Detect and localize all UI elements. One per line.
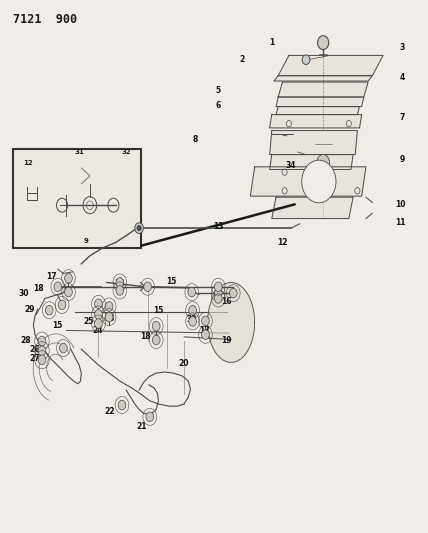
Text: 15: 15 bbox=[166, 277, 176, 286]
Text: 8: 8 bbox=[192, 135, 197, 144]
Text: 33: 33 bbox=[187, 316, 197, 324]
Bar bbox=[13, 149, 141, 248]
Polygon shape bbox=[270, 115, 362, 128]
Polygon shape bbox=[270, 155, 353, 169]
Polygon shape bbox=[278, 55, 383, 76]
Text: 4: 4 bbox=[400, 73, 405, 82]
Polygon shape bbox=[270, 131, 357, 155]
Circle shape bbox=[146, 412, 154, 422]
Circle shape bbox=[54, 282, 62, 292]
Circle shape bbox=[38, 336, 46, 346]
Circle shape bbox=[116, 286, 124, 295]
Text: 19: 19 bbox=[222, 336, 232, 344]
Text: 20: 20 bbox=[179, 359, 189, 368]
Circle shape bbox=[229, 288, 237, 298]
Circle shape bbox=[65, 287, 72, 297]
Text: 14: 14 bbox=[114, 279, 124, 287]
Polygon shape bbox=[274, 76, 372, 81]
Circle shape bbox=[318, 36, 329, 50]
Polygon shape bbox=[208, 282, 255, 362]
Circle shape bbox=[188, 287, 196, 297]
Text: 5: 5 bbox=[216, 86, 221, 95]
Circle shape bbox=[302, 55, 310, 64]
Text: 18: 18 bbox=[33, 285, 44, 293]
Circle shape bbox=[189, 305, 196, 315]
Circle shape bbox=[302, 160, 336, 203]
Text: 30: 30 bbox=[18, 289, 29, 297]
Circle shape bbox=[152, 321, 160, 331]
Text: 15: 15 bbox=[153, 306, 163, 314]
Text: 15: 15 bbox=[52, 321, 62, 329]
Text: 26: 26 bbox=[29, 345, 39, 353]
Circle shape bbox=[317, 155, 330, 171]
Text: 12: 12 bbox=[23, 159, 33, 166]
Circle shape bbox=[144, 282, 152, 292]
Circle shape bbox=[95, 299, 102, 309]
Circle shape bbox=[45, 305, 53, 315]
Polygon shape bbox=[272, 197, 353, 219]
Circle shape bbox=[38, 355, 46, 365]
Circle shape bbox=[38, 346, 46, 356]
Text: 11: 11 bbox=[395, 219, 405, 227]
Text: 18: 18 bbox=[140, 333, 151, 341]
Text: 12: 12 bbox=[277, 238, 288, 247]
Text: 27: 27 bbox=[29, 354, 39, 362]
Circle shape bbox=[95, 319, 102, 328]
Circle shape bbox=[135, 223, 143, 233]
Circle shape bbox=[116, 278, 124, 287]
Text: 28: 28 bbox=[21, 336, 31, 344]
Text: 13: 13 bbox=[213, 222, 223, 231]
Circle shape bbox=[214, 288, 222, 298]
Circle shape bbox=[65, 273, 72, 283]
Text: 7: 7 bbox=[400, 113, 405, 122]
Circle shape bbox=[58, 300, 66, 310]
Text: 21: 21 bbox=[136, 422, 146, 431]
Text: 31: 31 bbox=[74, 149, 84, 155]
Text: 9: 9 bbox=[400, 156, 405, 164]
Polygon shape bbox=[250, 167, 366, 196]
Circle shape bbox=[202, 330, 209, 340]
Text: 2: 2 bbox=[239, 55, 244, 64]
Circle shape bbox=[189, 317, 196, 326]
Circle shape bbox=[105, 312, 113, 322]
Text: 9: 9 bbox=[83, 238, 88, 244]
Text: 3: 3 bbox=[400, 44, 405, 52]
Text: 32: 32 bbox=[122, 149, 131, 155]
Text: 1: 1 bbox=[269, 38, 274, 47]
Polygon shape bbox=[276, 97, 364, 107]
Circle shape bbox=[214, 282, 222, 292]
Circle shape bbox=[214, 294, 222, 303]
Text: 29: 29 bbox=[25, 305, 35, 313]
Circle shape bbox=[152, 335, 160, 345]
Text: 6: 6 bbox=[216, 101, 221, 109]
Circle shape bbox=[95, 310, 102, 319]
Text: 24: 24 bbox=[92, 326, 103, 335]
Text: 10: 10 bbox=[395, 200, 405, 208]
Text: 23: 23 bbox=[104, 314, 114, 323]
Circle shape bbox=[118, 400, 126, 410]
Polygon shape bbox=[276, 107, 360, 115]
Text: 34: 34 bbox=[286, 161, 296, 169]
Text: 22: 22 bbox=[104, 407, 114, 416]
Circle shape bbox=[202, 316, 209, 326]
Text: 17: 17 bbox=[199, 326, 210, 335]
Text: 25: 25 bbox=[84, 317, 94, 326]
Text: 16: 16 bbox=[222, 297, 232, 305]
Text: 7121  900: 7121 900 bbox=[13, 13, 77, 26]
Text: 17: 17 bbox=[46, 272, 56, 280]
Circle shape bbox=[105, 302, 113, 311]
Circle shape bbox=[59, 343, 67, 353]
Circle shape bbox=[137, 225, 141, 231]
Polygon shape bbox=[278, 82, 368, 97]
